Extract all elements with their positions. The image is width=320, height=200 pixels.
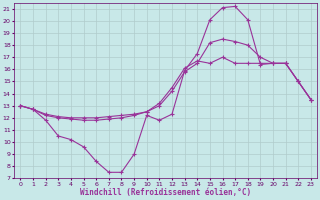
X-axis label: Windchill (Refroidissement éolien,°C): Windchill (Refroidissement éolien,°C) (80, 188, 251, 197)
